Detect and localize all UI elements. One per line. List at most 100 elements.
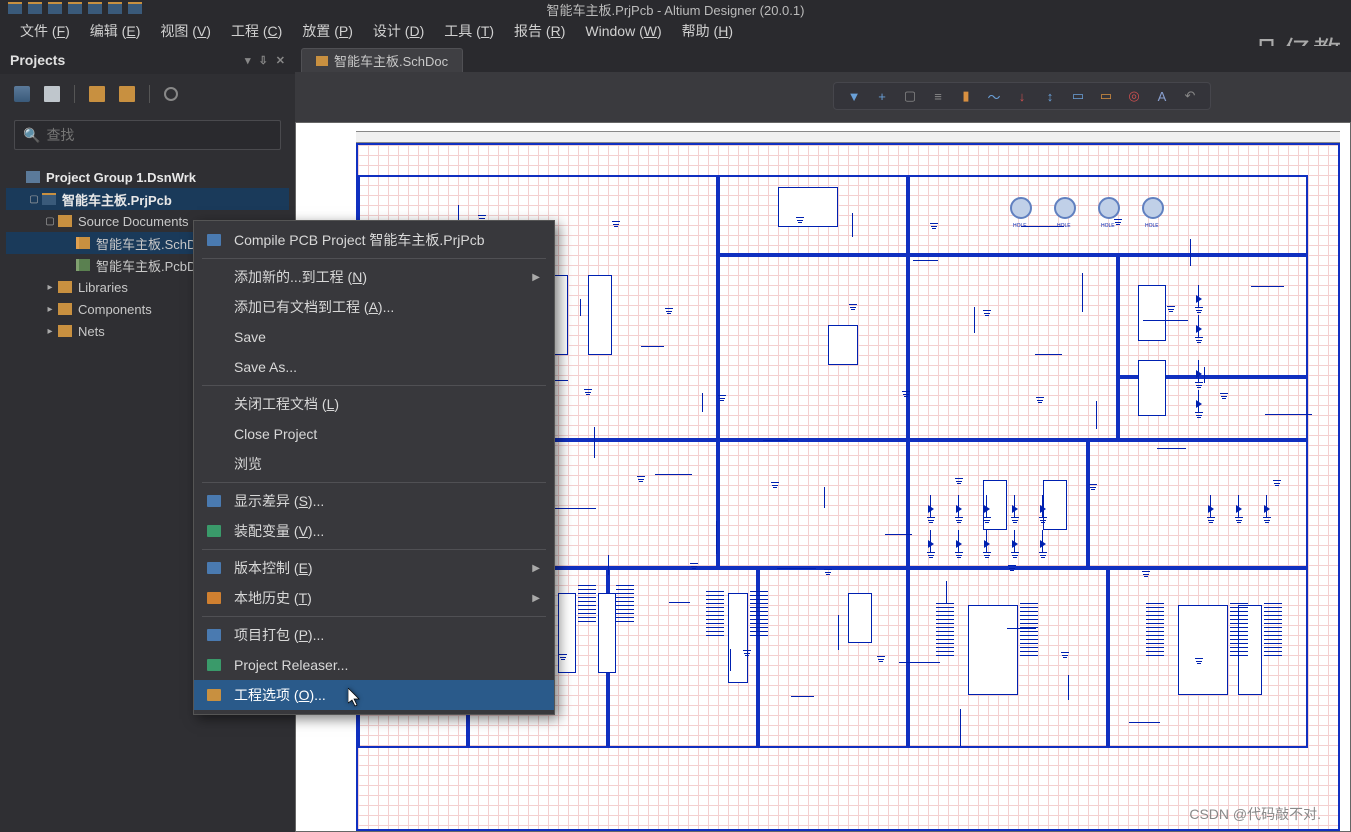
undo-icon[interactable]: ↶ (1182, 88, 1198, 104)
context-menu-item[interactable]: 显示差异 (S)... (194, 486, 554, 516)
menu-item[interactable]: 报告 (R) (504, 17, 575, 45)
gear-icon[interactable] (164, 87, 178, 101)
A-icon[interactable]: A (1154, 88, 1170, 104)
context-menu-item[interactable]: 项目打包 (P)... (194, 620, 554, 650)
schematic-block (718, 440, 908, 568)
qat-icon[interactable] (128, 2, 142, 14)
menu-item[interactable]: 放置 (P) (292, 17, 363, 45)
schematic-icon (316, 56, 328, 66)
context-menu-item[interactable]: Close Project (194, 419, 554, 449)
wave-icon[interactable]: ～ (986, 88, 1002, 104)
search-box[interactable]: 🔍 (14, 120, 281, 150)
menu-label: Save (234, 329, 266, 345)
context-menu-item[interactable]: 本地历史 (T)▶ (194, 583, 554, 613)
pin-row (936, 603, 954, 656)
diode-symbol (1196, 325, 1202, 333)
qat-icon[interactable] (28, 2, 42, 14)
context-menu-item[interactable]: Compile PCB Project 智能车主板.PrjPcb (194, 225, 554, 255)
menu-item[interactable]: 工程 (C) (221, 17, 292, 45)
panel-dropdown-icon[interactable]: ▾ (245, 54, 251, 67)
twisty-icon[interactable]: ▸ (44, 282, 56, 293)
twisty-icon[interactable]: ▸ (44, 326, 56, 337)
blank-icon (204, 396, 224, 412)
qat-icon[interactable] (48, 2, 62, 14)
twisty-icon[interactable]: ▢ (28, 194, 40, 205)
twisty-icon[interactable]: ▢ (44, 216, 56, 227)
context-menu-item[interactable]: 装配变量 (V)... (194, 516, 554, 546)
wire (1143, 320, 1188, 321)
tree-row[interactable]: ▢智能车主板.PrjPcb (6, 188, 289, 210)
menu-separator (202, 616, 546, 617)
funnel-icon[interactable]: ▼ (846, 88, 862, 104)
tree-label: Source Documents (78, 214, 189, 229)
folder-icon[interactable] (89, 86, 105, 102)
folder-icon[interactable] (119, 86, 135, 102)
menu-label: Project Releaser... (234, 657, 348, 673)
wire (899, 662, 940, 663)
wire (824, 487, 825, 508)
plus-icon[interactable]: + (874, 88, 890, 104)
hole-symbol (1054, 197, 1076, 219)
qat-icon[interactable] (108, 2, 122, 14)
context-menu-item[interactable]: 添加已有文档到工程 (A)... (194, 292, 554, 322)
document-tab[interactable]: 智能车主板.SchDoc (301, 48, 463, 72)
block2-icon[interactable]: ▭ (1098, 88, 1114, 104)
menu-item[interactable]: 编辑 (E) (80, 17, 151, 45)
save-icon[interactable] (14, 86, 30, 102)
menu-item[interactable]: 帮助 (H) (672, 17, 743, 45)
panel-pin-icon[interactable]: ⇩ (259, 54, 268, 67)
menu-label: 本地历史 (T) (234, 588, 312, 608)
context-menu-item[interactable]: 版本控制 (E)▶ (194, 553, 554, 583)
panel-toolbar (0, 74, 295, 114)
menu-item[interactable]: Window (W) (575, 19, 671, 43)
menu-separator (202, 385, 546, 386)
diode-symbol (1012, 505, 1018, 513)
gnd-symbol (955, 478, 963, 484)
tree-row[interactable]: Project Group 1.DsnWrk (6, 166, 289, 188)
menu-item[interactable]: 文件 (F) (10, 17, 80, 45)
menu-item[interactable]: 设计 (D) (363, 17, 434, 45)
submenu-arrow-icon: ▶ (532, 272, 540, 283)
document-icon[interactable] (44, 86, 60, 102)
pin-row (1020, 603, 1038, 656)
ic-component (598, 593, 616, 673)
qat-icon[interactable] (8, 2, 22, 14)
context-menu-item[interactable]: 添加新的...到工程 (N)▶ (194, 262, 554, 292)
context-menu-item[interactable]: Save (194, 322, 554, 352)
twisty-icon[interactable]: ▸ (44, 304, 56, 315)
align-icon[interactable]: ≡ (930, 88, 946, 104)
search-input[interactable] (46, 127, 272, 143)
ic-component (728, 593, 748, 683)
gnd-symbol (824, 569, 832, 575)
context-menu-item[interactable]: 关闭工程文档 (L) (194, 389, 554, 419)
target-icon[interactable]: ◎ (1126, 88, 1142, 104)
stack-icon[interactable]: ▮ (958, 88, 974, 104)
qat-icon[interactable] (68, 2, 82, 14)
prj-icon (42, 193, 56, 205)
menu-item[interactable]: 工具 (T) (434, 17, 504, 45)
rect-icon[interactable]: ▢ (902, 88, 918, 104)
block1-icon[interactable]: ▭ (1070, 88, 1086, 104)
menu-label: 装配变量 (V)... (234, 521, 324, 541)
gnd-symbol (637, 476, 645, 482)
hole-symbol (1142, 197, 1164, 219)
context-menu-item[interactable]: Save As... (194, 352, 554, 382)
panel-close-icon[interactable]: ✕ (276, 54, 285, 67)
gnd-symbol (1273, 480, 1281, 486)
context-menu: Compile PCB Project 智能车主板.PrjPcb 添加新的...到… (193, 220, 555, 715)
down-icon[interactable]: ↓ (1014, 88, 1030, 104)
context-menu-item[interactable]: 浏览 (194, 449, 554, 479)
diode-symbol (1236, 505, 1242, 513)
context-menu-item[interactable]: 工程选项 (O)... (194, 680, 554, 710)
ic-component (968, 605, 1018, 695)
menu-separator (202, 549, 546, 550)
context-menu-item[interactable]: Project Releaser... (194, 650, 554, 680)
qat-icon[interactable] (88, 2, 102, 14)
updown-icon[interactable]: ↕ (1042, 88, 1058, 104)
ic-component (558, 593, 576, 673)
tree-label: Components (78, 302, 152, 317)
menu-item[interactable]: 视图 (V) (150, 17, 221, 45)
wire (1068, 675, 1069, 700)
pin-row (1230, 603, 1248, 656)
search-icon: 🔍 (23, 127, 40, 144)
